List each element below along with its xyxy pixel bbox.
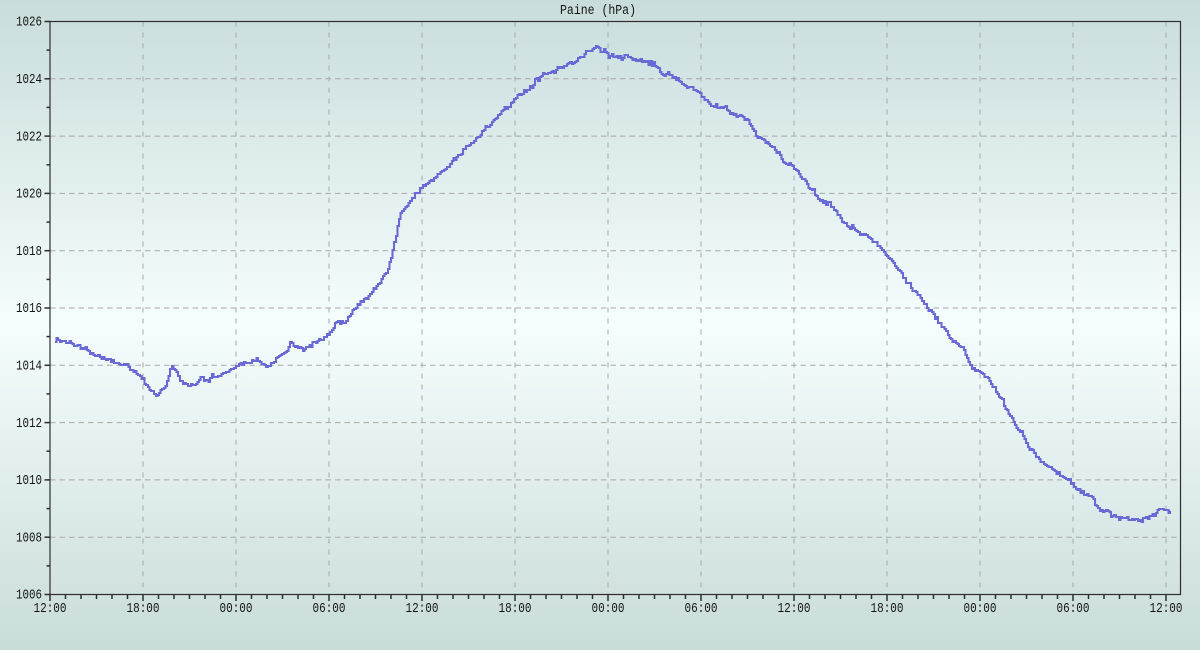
svg-text:1022: 1022	[16, 129, 42, 145]
svg-text:06:00: 06:00	[685, 601, 718, 617]
svg-text:1010: 1010	[16, 473, 42, 489]
svg-text:12:00: 12:00	[406, 601, 439, 617]
svg-text:1016: 1016	[16, 301, 42, 317]
svg-text:1012: 1012	[16, 416, 42, 432]
svg-text:1026: 1026	[16, 15, 42, 31]
svg-text:1008: 1008	[16, 530, 42, 546]
svg-text:06:00: 06:00	[313, 601, 346, 617]
svg-text:00:00: 00:00	[592, 601, 625, 617]
svg-text:18:00: 18:00	[127, 601, 160, 617]
svg-text:06:00: 06:00	[1057, 601, 1090, 617]
svg-text:18:00: 18:00	[871, 601, 904, 617]
svg-text:1006: 1006	[16, 588, 42, 604]
svg-text:1018: 1018	[16, 244, 42, 260]
svg-text:12:00: 12:00	[34, 601, 67, 617]
svg-text:1014: 1014	[16, 359, 42, 375]
svg-text:12:00: 12:00	[1150, 601, 1183, 617]
svg-text:1020: 1020	[16, 187, 42, 203]
svg-text:18:00: 18:00	[499, 601, 532, 617]
svg-text:1024: 1024	[16, 72, 42, 88]
svg-text:12:00: 12:00	[778, 601, 811, 617]
svg-text:00:00: 00:00	[964, 601, 997, 617]
svg-text:00:00: 00:00	[220, 601, 253, 617]
svg-text:Paine (hPa): Paine (hPa)	[560, 4, 636, 19]
